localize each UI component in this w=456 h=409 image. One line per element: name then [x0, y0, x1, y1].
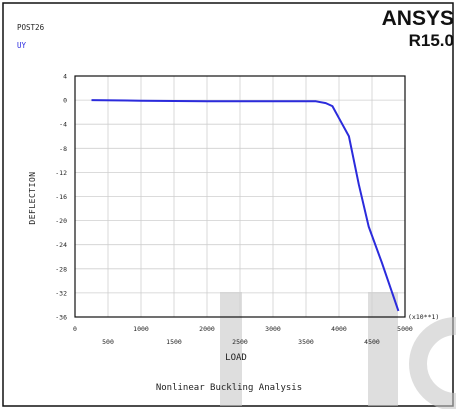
x-tick-label: 1500 [166, 338, 182, 346]
tick-labels: 4 0 -4 -8 -12 -16 -20 -24 -28 -32 -36 0 1000 2000 3000… [55, 73, 413, 347]
y-tick-label: -20 [55, 217, 67, 225]
x-tick-label: 4500 [364, 338, 380, 346]
grid [75, 76, 405, 317]
x-tick-label: 4000 [331, 325, 347, 333]
y-tick-label: -4 [59, 121, 67, 129]
plot-frame [74, 75, 406, 318]
x-tick-label: 3000 [265, 325, 281, 333]
x-tick-label: 2500 [232, 338, 248, 346]
brand-name: ANSYS [381, 7, 454, 30]
y-tick-label: -28 [55, 265, 67, 273]
chart-footer: Nonlinear Buckling Analysis [155, 383, 303, 393]
x-tick-label: 2000 [199, 325, 215, 333]
y-tick-label: -12 [55, 169, 67, 177]
x-tick-label: 0 [73, 325, 77, 333]
x-axis-label: LOAD [225, 353, 247, 363]
watermark-bar-2 [368, 292, 398, 406]
y-tick-label: 4 [63, 73, 67, 81]
x-tick-label: 5000 [397, 325, 413, 333]
variable-label: UY [17, 41, 27, 50]
y-axis-label: DEFLECTION [28, 171, 37, 225]
watermark-bar-1 [220, 292, 242, 406]
post-label: POST26 [17, 23, 45, 32]
x-axis-multiplier: (x10**1) [408, 313, 440, 321]
x-tick-label: 3500 [298, 338, 314, 346]
watermark-arc [408, 317, 456, 409]
series [91, 99, 400, 312]
y-tick-label: -32 [55, 289, 67, 297]
y-tick-label: 0 [63, 97, 67, 105]
y-tick-label: -16 [55, 193, 67, 201]
x-tick-label: 500 [102, 338, 114, 346]
x-tick-label: 1000 [133, 325, 149, 333]
series-line [91, 99, 400, 312]
brand-version: R15.0 [408, 31, 454, 50]
y-tick-label: -8 [59, 145, 67, 153]
axes [74, 75, 406, 318]
y-tick-label: -24 [55, 241, 67, 249]
y-tick-label: -36 [55, 314, 67, 322]
